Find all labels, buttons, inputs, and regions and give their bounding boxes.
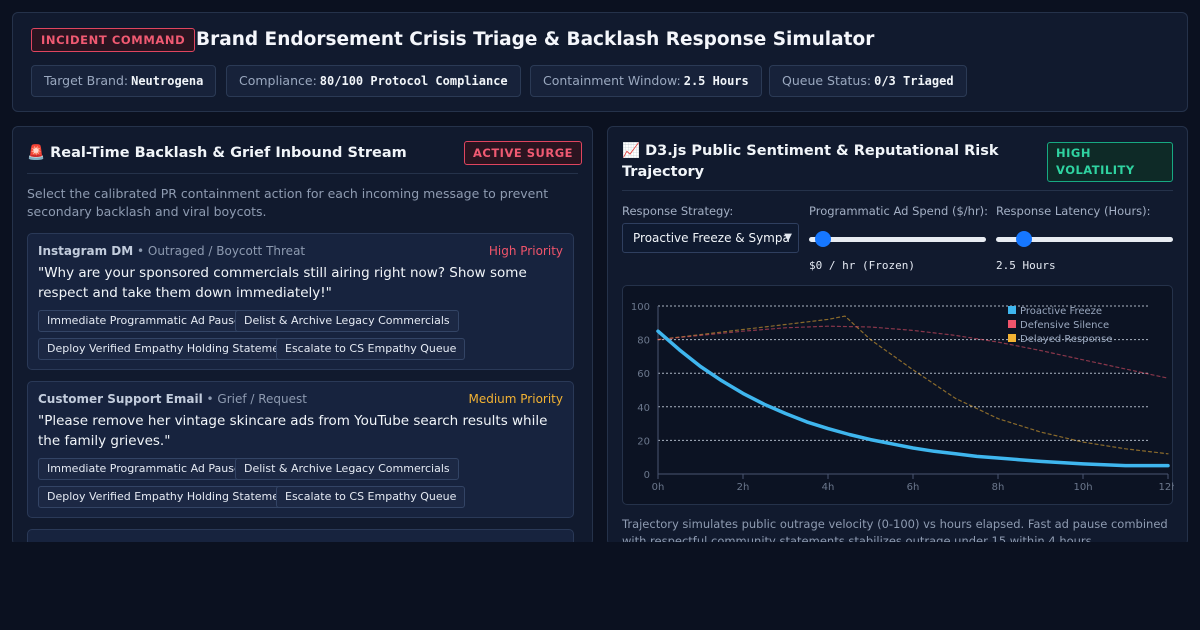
empathy-statement-button[interactable]: Deploy Verified Empathy Holding Statemen… xyxy=(38,486,300,508)
series-line-defensive-silence xyxy=(657,325,1169,379)
delist-archive-button[interactable]: Delist & Archive Legacy Commercials xyxy=(235,458,459,480)
latency-readout: 2.5 Hours xyxy=(996,259,1056,272)
ad-spend-slider[interactable] xyxy=(809,231,986,247)
containment-window-chip: Containment Window: 2.5 Hours xyxy=(530,65,762,97)
message-source: Instagram DM • Outraged / Boycott Threat xyxy=(38,244,306,258)
sentiment-panel: 📈 D3.js Public Sentiment & Reputational … xyxy=(607,126,1188,546)
y-tick-label: 0 xyxy=(644,470,650,481)
chip-label: Queue Status: xyxy=(782,73,872,88)
ad-spend-label: Programmatic Ad Spend ($/hr): xyxy=(809,204,989,218)
legend-swatch xyxy=(1008,334,1016,342)
chip-value: Neutrogena xyxy=(131,74,204,88)
message-card: Instagram DM • Outraged / Boycott Threat… xyxy=(27,233,574,370)
message-channel: Customer Support Email xyxy=(38,392,203,406)
sentiment-title: 📈 D3.js Public Sentiment & Reputational … xyxy=(622,143,999,180)
chip-value: 2.5 Hours xyxy=(683,74,749,88)
divider xyxy=(622,190,1173,191)
legend-swatch xyxy=(1008,320,1016,328)
ad-spend-readout: $0 / hr (Frozen) xyxy=(809,259,915,272)
chip-value: 80/100 Protocol Compliance xyxy=(319,74,508,88)
stream-title: 🚨 Real-Time Backlash & Grief Inbound Str… xyxy=(27,145,407,161)
x-tick-label: 10h xyxy=(1073,482,1092,493)
priority-badge: High Priority xyxy=(488,244,563,258)
message-card xyxy=(27,529,574,545)
inbound-stream-panel: 🚨 Real-Time Backlash & Grief Inbound Str… xyxy=(12,126,593,546)
divider xyxy=(27,173,578,174)
escalate-cs-button[interactable]: Escalate to CS Empathy Queue xyxy=(276,486,466,508)
delist-archive-button[interactable]: Delist & Archive Legacy Commercials xyxy=(235,310,459,332)
stream-intro: Select the calibrated PR containment act… xyxy=(27,186,549,219)
chip-label: Containment Window: xyxy=(543,73,681,88)
y-tick-label: 80 xyxy=(637,336,650,347)
y-tick-label: 60 xyxy=(637,369,650,380)
x-tick-label: 8h xyxy=(992,482,1005,493)
chip-label: Target Brand: xyxy=(44,73,129,88)
x-tick-label: 6h xyxy=(907,482,920,493)
latency-slider[interactable] xyxy=(996,231,1173,247)
message-card: Customer Support Email • Grief / Request… xyxy=(27,381,574,518)
target-brand-chip: Target Brand: Neutrogena xyxy=(31,65,217,97)
escalate-cs-button[interactable]: Escalate to CS Empathy Queue xyxy=(276,338,466,360)
message-text: "Why are your sponsored commercials stil… xyxy=(38,265,527,301)
slider-track xyxy=(996,237,1173,242)
incident-command-badge: INCIDENT COMMAND xyxy=(31,28,196,52)
message-category: Outraged / Boycott Threat xyxy=(147,244,306,258)
volatility-badge: HIGH VOLATILITY xyxy=(1047,142,1173,182)
message-text: "Please remove her vintage skincare ads … xyxy=(38,413,548,449)
slider-thumb[interactable] xyxy=(1016,231,1032,247)
chip-label: Compliance: xyxy=(239,73,317,88)
ad-pause-button[interactable]: Immediate Programmatic Ad Pause xyxy=(38,310,250,332)
series-line-delayed-response xyxy=(657,315,1169,455)
legend-label: Delayed Response xyxy=(1020,334,1112,345)
strategy-label: Response Strategy: xyxy=(622,204,734,218)
x-tick-label: 4h xyxy=(822,482,835,493)
message-category: Grief / Request xyxy=(217,392,307,406)
chevron-down-icon: ▼ xyxy=(784,232,792,243)
queue-status-chip: Queue Status: 0/3 Triaged xyxy=(769,65,967,97)
incident-header: INCIDENT COMMAND Brand Endorsement Crisi… xyxy=(12,12,1188,112)
legend-swatch xyxy=(1008,306,1016,314)
empathy-statement-button[interactable]: Deploy Verified Empathy Holding Statemen… xyxy=(38,338,300,360)
chart-caption: Trajectory simulates public outrage velo… xyxy=(622,517,1168,546)
y-tick-label: 20 xyxy=(637,436,650,447)
message-source: Customer Support Email • Grief / Request xyxy=(38,392,307,406)
latency-label: Response Latency (Hours): xyxy=(996,204,1151,218)
x-tick-label: 0h xyxy=(652,482,665,493)
ad-pause-button[interactable]: Immediate Programmatic Ad Pause xyxy=(38,458,250,480)
page-title: Brand Endorsement Crisis Triage & Backla… xyxy=(196,29,875,50)
x-tick-label: 12h xyxy=(1158,482,1174,493)
message-channel: Instagram DM xyxy=(38,244,134,258)
page-bottom-area xyxy=(0,542,1200,630)
legend-label: Defensive Silence xyxy=(1020,320,1109,331)
priority-badge: Medium Priority xyxy=(468,392,563,406)
slider-thumb[interactable] xyxy=(815,231,831,247)
legend-label: Proactive Freeze xyxy=(1020,306,1102,317)
x-tick-label: 2h xyxy=(737,482,750,493)
sentiment-chart: 0 20 40 60 80 100 0h 2h 4h 6h 8h 10h 12h Proactive Fr… xyxy=(622,285,1174,505)
y-tick-label: 100 xyxy=(631,302,650,313)
compliance-chip: Compliance: 80/100 Protocol Compliance xyxy=(226,65,521,97)
series-line-proactive-freeze xyxy=(656,329,1170,468)
chip-value: 0/3 Triaged xyxy=(874,74,954,88)
slider-track xyxy=(809,237,986,242)
y-tick-label: 40 xyxy=(637,403,650,414)
strategy-value: Proactive Freeze & Sympa xyxy=(633,231,790,245)
response-strategy-select[interactable]: Proactive Freeze & Sympa ▼ xyxy=(622,223,799,253)
active-surge-badge: ACTIVE SURGE xyxy=(464,141,582,165)
chart-svg: 0 20 40 60 80 100 0h 2h 4h 6h 8h 10h 12h Proactive Fr… xyxy=(631,302,1174,493)
